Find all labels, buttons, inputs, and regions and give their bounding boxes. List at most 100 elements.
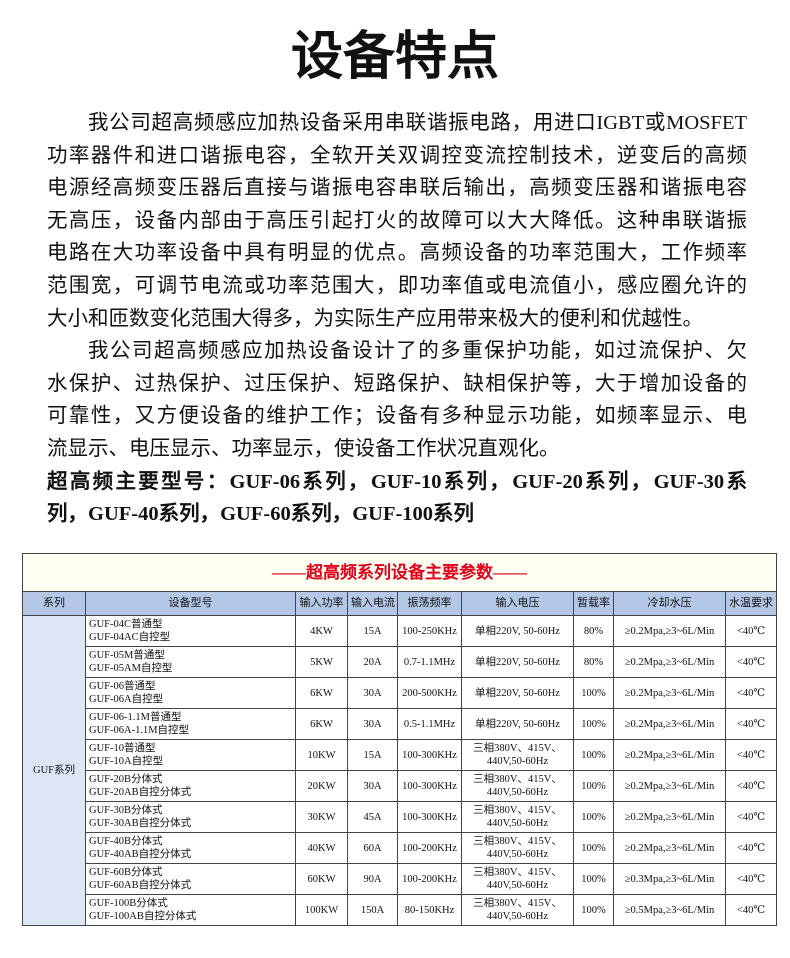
- data-row: GUF-06普通型 GUF-06A自控型 6KW 30A 200-500KHz 单相220…: [23, 677, 778, 709]
- paragraph-line: 无高压，设备内部由于高压引起打火的故障可以大大降低。这种串联谐振: [47, 209, 747, 232]
- voltage-line: 三相380V、415V、: [473, 743, 562, 754]
- voltage-cell: 三相380V、415V、 440V,50-60Hz: [461, 801, 574, 833]
- power-cell: 4KW: [295, 615, 348, 647]
- frequency-cell: 0.5-1.1MHz: [397, 708, 462, 740]
- duty-cell: 100%: [573, 739, 614, 771]
- voltage-cell: 单相220V, 50-60Hz: [461, 708, 574, 740]
- water-temp-cell: <40℃: [724, 646, 778, 678]
- voltage-line: 三相380V、415V、: [473, 867, 562, 878]
- water-temp-cell: <40℃: [724, 894, 778, 926]
- pressure-cell: ≥0.2Mpa,≥3~6L/Min: [613, 770, 726, 802]
- paragraph-line: 电路在大功率设备中具有明显的优点。高频设备的功率范围大，工作频率: [47, 242, 747, 265]
- water-temp-cell: <40℃: [724, 832, 778, 864]
- data-row: GUF-60B分体式 GUF-60AB自控分体式 60KW 90A 100-200KHz…: [23, 863, 778, 895]
- pressure-cell: ≥0.2Mpa,≥3~6L/Min: [613, 615, 726, 647]
- water-temp-cell: <40℃: [724, 739, 778, 771]
- header-row: 系列 设备型号 输入功率 输入电流 振荡频率 输入电压 暂载率 冷却水压 水温要求: [22, 591, 778, 616]
- data-row: GUF-06-1.1M普通型 GUF-06A-1.1M自控型 6KW 30A 0.5-1…: [23, 708, 778, 740]
- column-header: 系列: [22, 591, 86, 616]
- model-line: GUF-04AC自控型: [89, 632, 171, 643]
- power-cell: 20KW: [295, 770, 348, 802]
- power-cell: 30KW: [295, 801, 348, 833]
- model-line: GUF-10A自控型: [89, 756, 164, 767]
- title: 设备特点: [290, 27, 499, 87]
- current-cell: 20A: [347, 646, 398, 678]
- data-row: GUF-40B分体式 GUF-40AB自控分体式 40KW 60A 100-200KHz…: [23, 832, 778, 864]
- pressure-cell: ≥0.2Mpa,≥3~6L/Min: [613, 677, 726, 709]
- voltage-line: 440V,50-60Hz: [486, 787, 549, 798]
- paragraph-line: 电源经高频变压器后直接与谐振电容串联后输出，高频变压器和谐振电容: [47, 177, 747, 200]
- data-row: GUF-30B分体式 GUF-30AB自控分体式 30KW 45A 100-300KHz…: [23, 801, 778, 833]
- voltage-cell: 单相220V, 50-60Hz: [461, 615, 574, 647]
- water-temp-cell: <40℃: [724, 677, 778, 709]
- voltage-cell: 三相380V、415V、 440V,50-60Hz: [461, 863, 574, 895]
- power-cell: 100KW: [295, 894, 348, 926]
- model-line: GUF-10普通型: [89, 743, 156, 754]
- model-cell: GUF-60B分体式 GUF-60AB自控分体式: [85, 863, 296, 895]
- model-cell: GUF-06普通型 GUF-06A自控型: [85, 677, 296, 709]
- column-header: 输入功率: [295, 591, 348, 616]
- data-row: GUF-05M普通型 GUF-05AM自控型 5KW 20A 0.7-1.1MHz 单相2…: [23, 646, 778, 678]
- duty-cell: 100%: [573, 677, 614, 709]
- duty-cell: 80%: [573, 646, 614, 678]
- current-cell: 45A: [347, 801, 398, 833]
- paragraph-line: 功率器件和进口谐振电容，全软开关双调控变流控制技术，逆变后的高频: [47, 144, 747, 167]
- frequency-cell: 100-200KHz: [397, 832, 462, 864]
- power-cell: 6KW: [295, 677, 348, 709]
- power-cell: 5KW: [295, 646, 348, 678]
- model-line: GUF-05M普通型: [89, 650, 165, 661]
- voltage-line: 440V,50-60Hz: [486, 818, 549, 829]
- pressure-cell: ≥0.2Mpa,≥3~6L/Min: [613, 646, 726, 678]
- data-row: GUF-20B分体式 GUF-20AB自控分体式 20KW 30A 100-300KHz…: [23, 770, 778, 802]
- model-line: GUF-100B分体式: [89, 898, 168, 909]
- voltage-line: 三相380V、415V、: [473, 836, 562, 847]
- column-header: 输入电流: [347, 591, 398, 616]
- column-header: 振荡频率: [397, 591, 462, 616]
- duty-cell: 80%: [573, 615, 614, 647]
- pressure-cell: ≥0.2Mpa,≥3~6L/Min: [613, 708, 726, 740]
- voltage-cell: 三相380V、415V、 440V,50-60Hz: [461, 770, 574, 802]
- data-row: GUF系列 GUF-04C普通型 GUF-04AC自控型 4KW 15A 100-250K…: [22, 615, 778, 926]
- voltage-cell: 单相220V, 50-60Hz: [461, 677, 574, 709]
- voltage-line: 440V,50-60Hz: [486, 880, 549, 891]
- model-line: GUF-60B分体式: [89, 867, 163, 878]
- water-temp-cell: <40℃: [724, 801, 778, 833]
- current-cell: 30A: [347, 677, 398, 709]
- voltage-line: 单相220V, 50-60Hz: [475, 656, 560, 668]
- pressure-cell: ≥0.3Mpa,≥3~6L/Min: [613, 863, 726, 895]
- voltage-line: 440V,50-60Hz: [486, 911, 549, 922]
- column-header: 水温要求: [724, 591, 778, 616]
- power-cell: 40KW: [295, 832, 348, 864]
- model-cell: GUF-04C普通型 GUF-04AC自控型: [85, 615, 296, 647]
- model-cell: GUF-20B分体式 GUF-20AB自控分体式: [85, 770, 296, 802]
- model-cell: GUF-30B分体式 GUF-30AB自控分体式: [85, 801, 296, 833]
- column-header: 设备型号: [85, 591, 296, 616]
- model-cell: GUF-05M普通型 GUF-05AM自控型: [85, 646, 296, 678]
- models-note-line: 列，GUF-40系列，GUF-60系列，GUF-100系列: [47, 503, 475, 526]
- frequency-cell: 80-150KHz: [397, 894, 462, 926]
- frequency-cell: 100-300KHz: [397, 801, 462, 833]
- column-header: 暂载率: [573, 591, 614, 616]
- pressure-cell: ≥0.2Mpa,≥3~6L/Min: [613, 739, 726, 771]
- frequency-cell: 100-250KHz: [397, 615, 462, 647]
- voltage-line: 三相380V、415V、: [473, 898, 562, 909]
- current-cell: 30A: [347, 770, 398, 802]
- model-line: GUF-30B分体式: [89, 805, 163, 816]
- voltage-cell: 三相380V、415V、 440V,50-60Hz: [461, 894, 574, 926]
- column-header: 输入电压: [461, 591, 574, 616]
- frequency-cell: 200-500KHz: [397, 677, 462, 709]
- duty-cell: 100%: [573, 708, 614, 740]
- duty-cell: 100%: [573, 832, 614, 864]
- model-line: GUF-40AB自控分体式: [89, 849, 192, 860]
- water-temp-cell: <40℃: [724, 615, 778, 647]
- models-note-line: 超高频主要型号：GUF-06系列，GUF-10系列，GUF-20系列，GUF-3…: [47, 470, 747, 493]
- paragraph-line: 水保护、过热保护、过压保护、短路保护、缺相保护等，大于增加设备的: [47, 372, 747, 395]
- current-cell: 60A: [347, 832, 398, 864]
- model-line: GUF-30AB自控分体式: [89, 818, 192, 829]
- paragraph-line: 我公司超高频感应加热设备设计了的多重保护功能，如过流保护、欠: [88, 340, 747, 363]
- model-line: GUF-100AB自控分体式: [89, 911, 197, 922]
- model-line: GUF-20AB自控分体式: [89, 787, 192, 798]
- spec-table: ——超高频系列设备主要参数—— 系列 设备型号 输入功率 输入电流 振荡频率 输入电压 暂载率…: [21, 553, 778, 926]
- current-cell: 15A: [347, 739, 398, 771]
